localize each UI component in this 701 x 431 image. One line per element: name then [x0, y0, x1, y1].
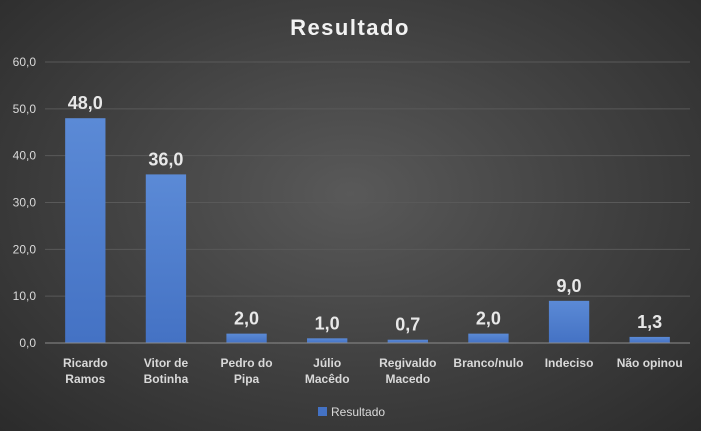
- x-axis-ticks: Ricardo Ramos Vitor de Botinha Pedro do Pipa J…: [63, 356, 683, 386]
- data-label: 48,0: [68, 93, 103, 113]
- legend-label: Resultado: [331, 405, 385, 419]
- bar: [468, 333, 509, 343]
- bar: [65, 118, 106, 343]
- bar: [387, 339, 428, 343]
- legend: Resultado: [318, 405, 385, 419]
- bars: [65, 118, 670, 343]
- x-tick-label: Vitor de Botinha: [144, 356, 189, 386]
- y-axis-ticks: 0,0 10,0 20,0 30,0 40,0 50,0 60,0: [13, 55, 37, 350]
- y-tick-label: 40,0: [13, 149, 37, 163]
- x-tick-label: Não opinou: [617, 356, 683, 370]
- bar: [145, 174, 187, 343]
- data-label: 1,3: [637, 312, 662, 332]
- y-tick-label: 10,0: [13, 289, 37, 303]
- data-label: 0,7: [395, 315, 420, 335]
- gridlines: [45, 61, 690, 297]
- data-label: 9,0: [557, 276, 582, 296]
- bar: [629, 336, 670, 343]
- y-tick-label: 20,0: [13, 242, 37, 256]
- y-tick-label: 30,0: [13, 196, 37, 210]
- bar: [548, 300, 590, 343]
- data-labels: 48,0 36,0 2,0 1,0 0,7 2,0 9,0 1,3: [68, 93, 662, 335]
- bar: [307, 338, 348, 343]
- data-label: 36,0: [148, 149, 183, 169]
- legend-swatch: [318, 407, 327, 416]
- x-tick-label: Pedro do Pipa: [221, 356, 273, 386]
- data-label: 1,0: [315, 313, 340, 333]
- x-tick-label: Indeciso: [545, 356, 594, 370]
- y-tick-label: 0,0: [19, 336, 36, 350]
- y-tick-label: 60,0: [13, 55, 37, 69]
- x-tick-label: Júlio Macêdo: [305, 356, 350, 386]
- x-tick-label: Ricardo Ramos: [63, 356, 108, 386]
- x-tick-label: Branco/nulo: [453, 356, 523, 370]
- x-tick-label: Regivaldo Macedo: [379, 356, 436, 386]
- bar: [226, 333, 267, 343]
- data-label: 2,0: [476, 309, 501, 329]
- data-label: 2,0: [234, 309, 259, 329]
- chart-title: Resultado: [290, 15, 410, 40]
- y-tick-label: 50,0: [13, 102, 37, 116]
